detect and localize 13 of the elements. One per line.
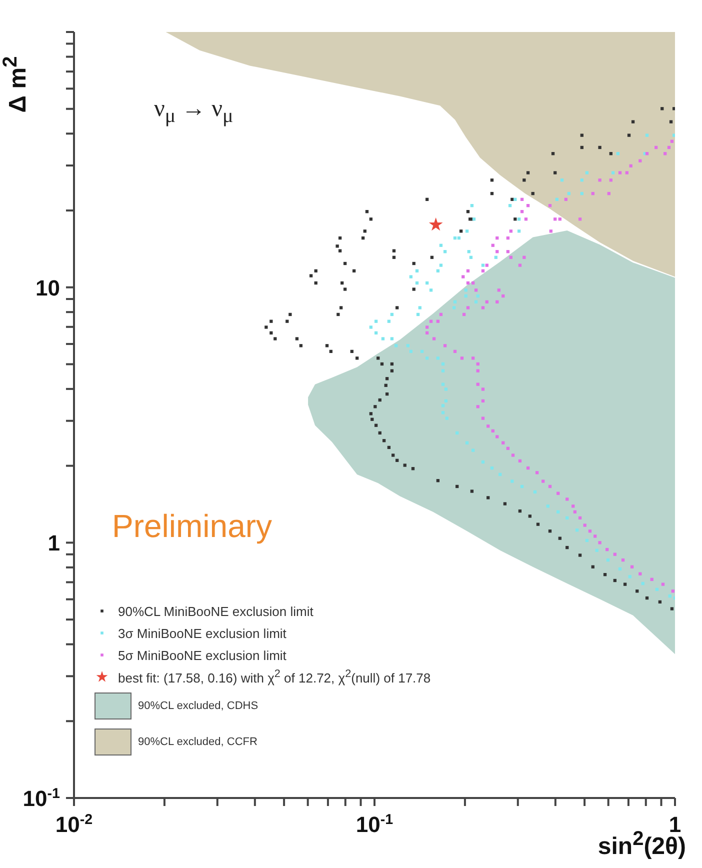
x-tick-label: 10$^{-2}$ [55,812,93,837]
legend-label: best fit: (17.58, 0.16) with χ$^{2}$ of 12.72, χ$^{2}$(null) of 17.78 [118,668,431,686]
y-tick-label: 1 [48,530,60,556]
y-tick-label: 10$^{-1}$ [22,786,60,811]
legend-label: 90%CL excluded, CDHS [138,700,258,712]
annotation: ν$_{μ}$ → ν$_{μ}$ [154,96,234,128]
x-tick-label: 10$^{-1}$ [356,812,394,837]
legend-label: 3σ MiniBooNE exclusion limit [118,626,286,640]
annotation: Preliminary [112,508,272,545]
y-tick-label: 10 [36,275,60,300]
legend-label: 5σ MiniBooNE exclusion limit [118,648,286,662]
legend-label: 90%CL excluded, CCFR [138,736,258,748]
legend-label: 90%CL MiniBooNE exclusion limit [118,604,314,618]
